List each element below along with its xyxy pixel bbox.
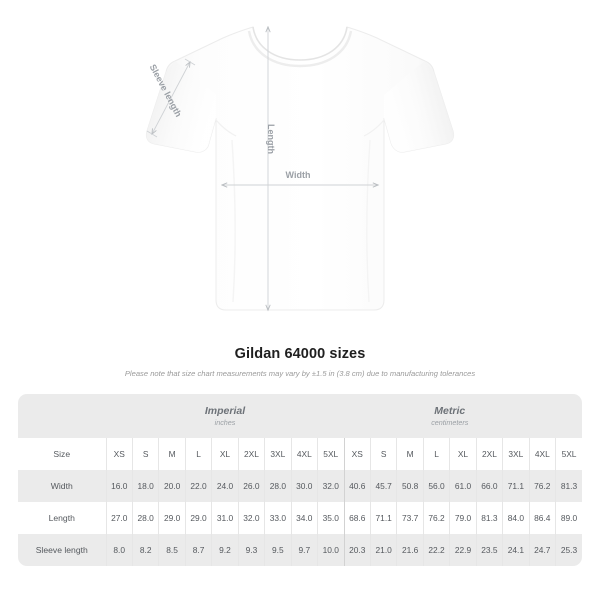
- table-row: Width 16.0 18.0 20.0 22.0 24.0 26.0 28.0…: [18, 470, 582, 502]
- measurement-cell: 28.0: [132, 502, 160, 534]
- measurement-cell: 84.0: [502, 502, 530, 534]
- measurement-cell: 26.0: [238, 470, 266, 502]
- size-header-cell: 4XL: [291, 438, 319, 470]
- measurement-cell: 22.2: [423, 534, 451, 566]
- unit-system-imperial-unit: inches: [214, 417, 236, 427]
- size-header-cell: XS: [344, 438, 371, 470]
- measurement-cell: 9.2: [211, 534, 239, 566]
- measurement-cell: 24.1: [502, 534, 530, 566]
- unit-system-imperial-name: Imperial: [204, 404, 246, 417]
- measurement-cell: 32.0: [317, 470, 345, 502]
- row-label: Width: [18, 470, 107, 502]
- measurement-cell: 89.0: [555, 502, 582, 534]
- length-label: Length: [266, 124, 276, 154]
- size-header-cell: XL: [449, 438, 477, 470]
- measurement-cell: 27.0: [106, 502, 133, 534]
- measurement-cell: 8.2: [132, 534, 160, 566]
- size-chart-table: Imperial inches Metric centimeters Size …: [18, 394, 582, 566]
- measurement-cell: 79.0: [449, 502, 477, 534]
- measurement-cell: 76.2: [529, 470, 557, 502]
- measurement-cell: 21.0: [370, 534, 398, 566]
- measurement-cell: 9.7: [291, 534, 319, 566]
- measurement-cell: 56.0: [423, 470, 451, 502]
- size-header-cell: S: [370, 438, 398, 470]
- measurement-cell: 16.0: [106, 470, 133, 502]
- measurement-cell: 86.4: [529, 502, 557, 534]
- size-header-cell: 5XL: [555, 438, 582, 470]
- measurement-cell: 40.6: [344, 470, 371, 502]
- measurement-cell: 31.0: [211, 502, 239, 534]
- measurement-cell: 20.3: [344, 534, 371, 566]
- row-label: Length: [18, 502, 107, 534]
- measurement-cell: 21.6: [396, 534, 424, 566]
- size-header-cell: M: [158, 438, 186, 470]
- unit-row-spacer: [18, 394, 106, 438]
- unit-system-metric-unit: centimeters: [431, 417, 469, 427]
- measurement-cell: 9.5: [264, 534, 292, 566]
- row-label: Sleeve length: [18, 534, 107, 566]
- measurement-cell: 22.0: [185, 470, 213, 502]
- measurement-cell: 18.0: [132, 470, 160, 502]
- measurement-cell: 66.0: [476, 470, 504, 502]
- sleeve-measure-arrow: [146, 58, 196, 138]
- measurement-cell: 34.0: [291, 502, 319, 534]
- size-chart-table-container: Imperial inches Metric centimeters Size …: [18, 394, 582, 566]
- size-header-cell: L: [185, 438, 213, 470]
- unit-row-spacer-right: [555, 394, 582, 438]
- size-header-cell: 2XL: [476, 438, 504, 470]
- chart-heading: Gildan 64000 sizes Please note that size…: [0, 346, 600, 378]
- measurement-cell: 61.0: [449, 470, 477, 502]
- column-header-size: Size: [18, 438, 107, 470]
- unit-system-metric: Metric centimeters: [344, 394, 556, 438]
- tshirt-silhouette: [145, 26, 455, 311]
- size-header-cell: 3XL: [264, 438, 292, 470]
- size-header-cell: 5XL: [317, 438, 345, 470]
- size-header-cell: S: [132, 438, 160, 470]
- measurement-cell: 73.7: [396, 502, 424, 534]
- measurement-cell: 29.0: [158, 502, 186, 534]
- measurement-cell: 8.0: [106, 534, 133, 566]
- measurement-cell: 45.7: [370, 470, 398, 502]
- measurement-cell: 81.3: [476, 502, 504, 534]
- measurement-cell: 32.0: [238, 502, 266, 534]
- unit-system-imperial: Imperial inches: [106, 394, 344, 438]
- size-header-cell: 2XL: [238, 438, 266, 470]
- size-header-cell: XL: [211, 438, 239, 470]
- size-header-cell: L: [423, 438, 451, 470]
- size-header-cell: M: [396, 438, 424, 470]
- measurement-cell: 24.0: [211, 470, 239, 502]
- measurement-cell: 30.0: [291, 470, 319, 502]
- measurement-cell: 81.3: [555, 470, 582, 502]
- measurement-cell: 25.3: [555, 534, 582, 566]
- measurement-cell: 33.0: [264, 502, 292, 534]
- measurement-cell: 50.8: [396, 470, 424, 502]
- measurement-cell: 9.3: [238, 534, 266, 566]
- measurement-cell: 71.1: [370, 502, 398, 534]
- unit-system-metric-name: Metric: [434, 404, 466, 417]
- size-header-cell: 4XL: [529, 438, 557, 470]
- measurement-cell: 8.7: [185, 534, 213, 566]
- measurement-cell: 71.1: [502, 470, 530, 502]
- table-header-row: Size XS S M L XL 2XL 3XL 4XL 5XL XS S M …: [18, 438, 582, 470]
- measurement-cell: 10.0: [317, 534, 345, 566]
- measurement-cell: 28.0: [264, 470, 292, 502]
- measurement-cell: 22.9: [449, 534, 477, 566]
- tolerance-note: Please note that size chart measurements…: [124, 369, 476, 378]
- page-title: Gildan 64000 sizes: [234, 346, 366, 362]
- measurement-cell: 20.0: [158, 470, 186, 502]
- measurement-cell: 8.5: [158, 534, 186, 566]
- product-image: Length Width Sleeve length: [145, 0, 455, 340]
- measurement-cell: 35.0: [317, 502, 345, 534]
- unit-system-row: Imperial inches Metric centimeters: [18, 394, 582, 438]
- measurement-cell: 68.6: [344, 502, 371, 534]
- table-row: Length 27.0 28.0 29.0 29.0 31.0 32.0 33.…: [18, 502, 582, 534]
- measurement-cell: 24.7: [529, 534, 557, 566]
- measurement-cell: 23.5: [476, 534, 504, 566]
- width-label: Width: [286, 170, 311, 180]
- size-header-cell: 3XL: [502, 438, 530, 470]
- measurement-cell: 29.0: [185, 502, 213, 534]
- measurement-cell: 76.2: [423, 502, 451, 534]
- size-header-cell: XS: [106, 438, 133, 470]
- table-row: Sleeve length 8.0 8.2 8.5 8.7 9.2 9.3 9.…: [18, 534, 582, 566]
